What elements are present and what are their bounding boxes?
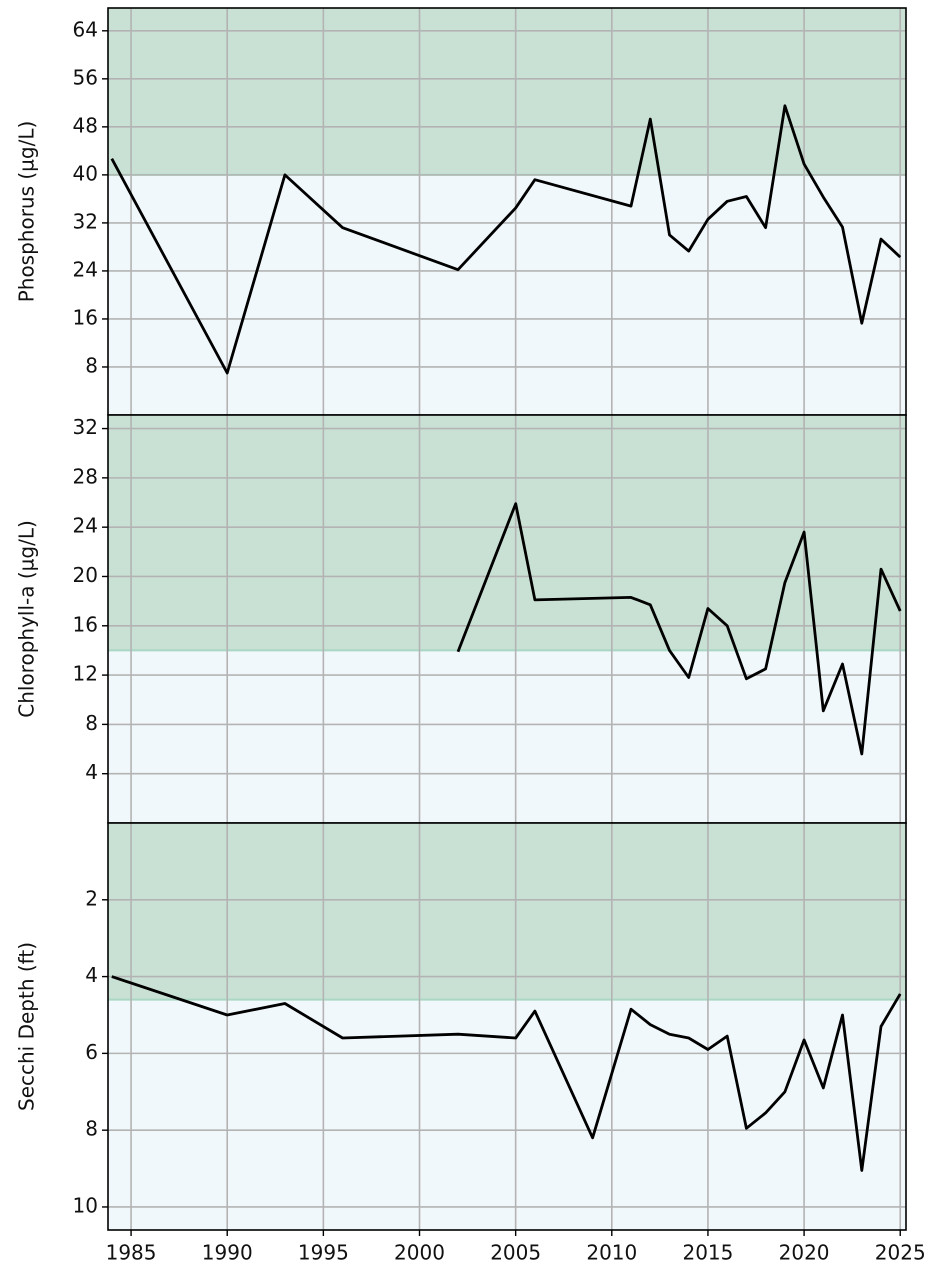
x-tick-label: 2025 <box>875 1241 926 1265</box>
data-line <box>456 502 902 756</box>
y-tick-label: 56 <box>73 65 98 89</box>
y-tick-label: 10 <box>73 1193 98 1217</box>
y-tick-label: 4 <box>85 760 98 784</box>
x-tick-label: 2020 <box>779 1241 830 1265</box>
y-tick-label: 28 <box>73 464 98 488</box>
threshold-band <box>108 8 906 175</box>
plot-frame <box>107 822 907 1231</box>
y-tick-label: 32 <box>73 209 98 233</box>
y-tick-label: 8 <box>85 711 98 735</box>
y-tick-label: 8 <box>85 1117 98 1141</box>
x-tick-label: 1995 <box>298 1241 349 1265</box>
y-tick-label: 16 <box>73 612 98 636</box>
y-tick-label: 8 <box>85 353 98 377</box>
y-tick-label: 6 <box>85 1040 98 1064</box>
y-tick-label: 4 <box>85 963 98 987</box>
x-tick-label: 2005 <box>490 1241 541 1265</box>
data-line <box>110 104 902 375</box>
y-tick-label: 32 <box>73 415 98 439</box>
y-tick-label: 2 <box>85 886 98 910</box>
y-axis-label: Secchi Depth (ft) <box>15 942 39 1111</box>
y-tick-label: 64 <box>73 17 98 41</box>
y-tick-label: 24 <box>73 514 98 538</box>
y-tick-label: 48 <box>73 113 98 137</box>
y-tick-label: 40 <box>73 161 98 185</box>
y-axis-label: Chlorophyll-a (µg/L) <box>15 520 39 718</box>
x-tick-label: 1990 <box>202 1241 253 1265</box>
x-tick-label: 2000 <box>394 1241 445 1265</box>
data-line <box>111 975 902 1172</box>
x-tick-label: 2010 <box>586 1241 637 1265</box>
y-tick-label: 24 <box>73 257 98 281</box>
y-tick-label: 20 <box>73 563 98 587</box>
threshold-band <box>108 823 906 1000</box>
threshold-band <box>108 415 906 651</box>
x-tick-label: 1985 <box>106 1241 157 1265</box>
y-tick-label: 12 <box>73 662 98 686</box>
x-tick-label: 2015 <box>682 1241 733 1265</box>
y-tick-label: 16 <box>73 305 98 329</box>
y-axis-label: Phosphorus (µg/L) <box>15 121 39 303</box>
